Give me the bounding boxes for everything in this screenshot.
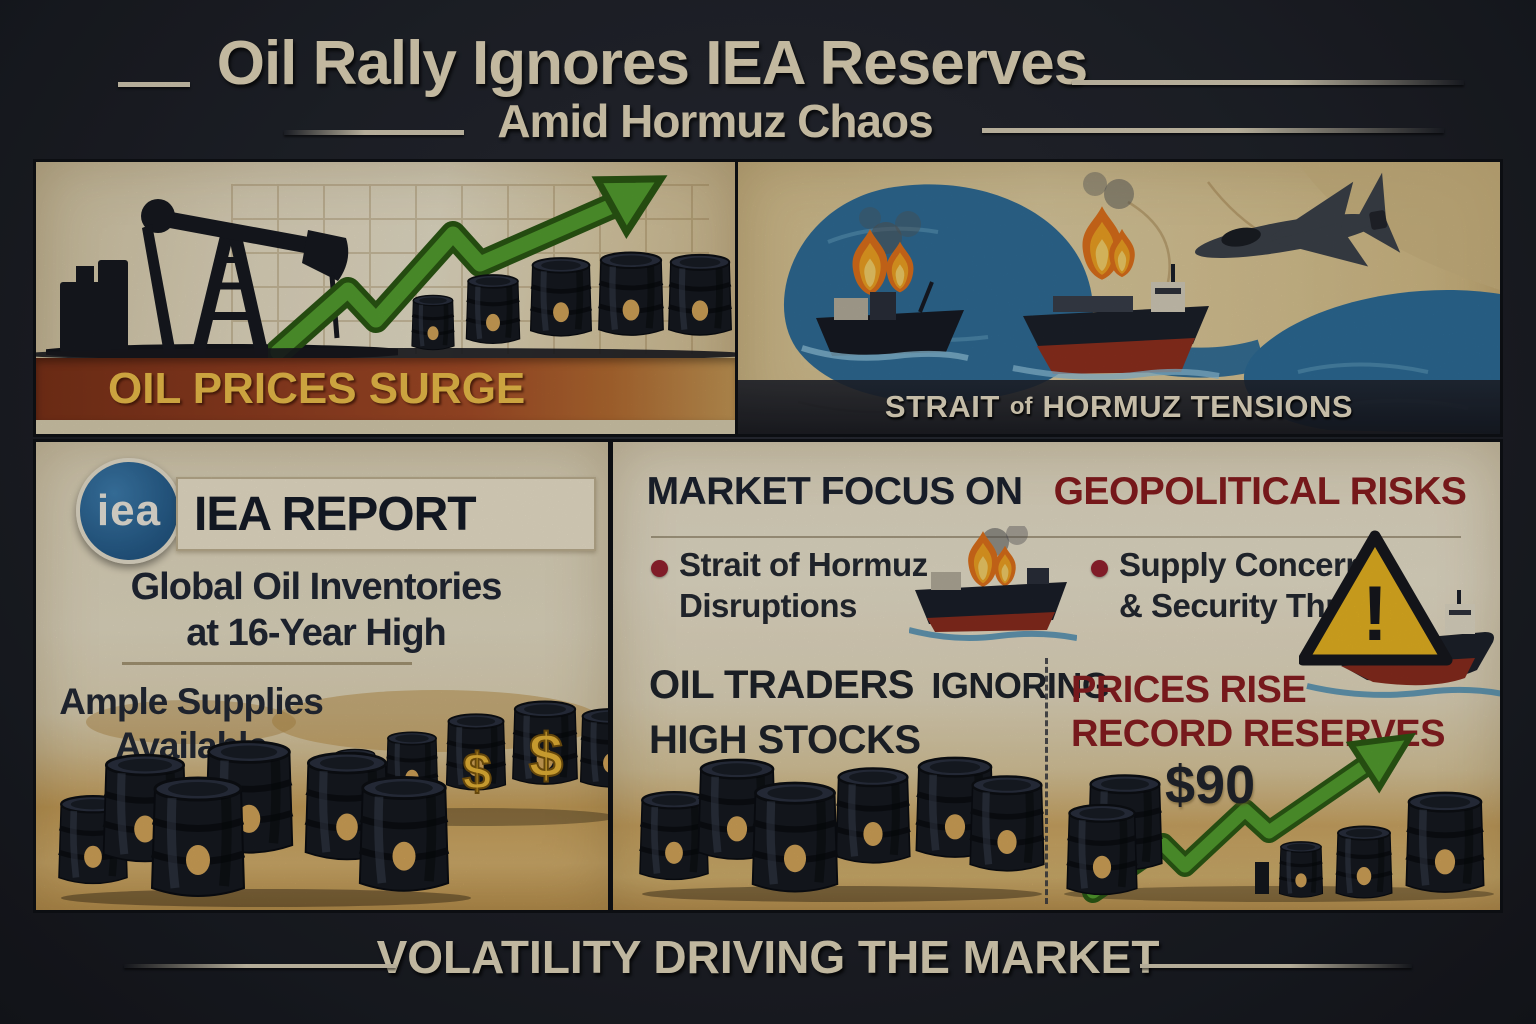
- oil-barrel-icon: [581, 709, 608, 787]
- prices-heading-line1: PRICES RISE: [1071, 669, 1307, 711]
- oil-barrel-icon: [599, 253, 663, 336]
- iea-report-heading: IEA REPORT: [194, 487, 477, 541]
- oil-barrel-icon: [412, 295, 454, 349]
- barrel-cluster: [637, 738, 1047, 902]
- barrel-cluster: [56, 730, 471, 907]
- burning-ship-icon: [909, 526, 1077, 641]
- iea-logo-text: iea: [96, 486, 162, 535]
- hormuz-tensions-banner: STRAIT of HORMUZ TENSIONS: [738, 380, 1500, 434]
- footer-rule-left: [124, 964, 396, 968]
- footer-rule-right: [1140, 964, 1412, 968]
- oil-barrel-icon: [669, 255, 732, 335]
- oil-barrel-icon: [836, 768, 910, 862]
- map-water-gulf: [783, 184, 1093, 403]
- banner-word-of: of: [1009, 393, 1033, 420]
- oil-barrel-icon: [1406, 793, 1483, 892]
- banner-word-strait: STRAIT: [884, 389, 1000, 424]
- oil-barrel-icon: [152, 778, 244, 896]
- oil-barrel-icon: [1067, 805, 1137, 894]
- oil-barrel-icon: [360, 777, 448, 890]
- oil-barrel-icon: [640, 792, 708, 879]
- oil-barrel-icon: [970, 776, 1044, 870]
- barrel-post: [1255, 862, 1269, 894]
- oil-barrel-icon: [1336, 826, 1392, 898]
- oil-barrel-icon: [753, 783, 838, 892]
- panel-oil-prices-surge: OIL PRICES SURGE: [36, 162, 738, 434]
- main-title-line2: Amid Hormuz Chaos: [497, 95, 933, 147]
- oil-barrel-icon: [531, 258, 592, 336]
- inventories-line1: Global Oil Inventories: [130, 566, 503, 608]
- panel-market-focus: MARKET FOCUS ON GEOPOLITICAL RISKS Strai…: [613, 442, 1500, 910]
- warning-mark: !: [1362, 569, 1388, 657]
- market-focus-heading-red: GEOPOLITICAL RISKS: [1053, 470, 1467, 513]
- panel-iea-report: iea IEA REPORT Global Oil Inventories at…: [36, 442, 608, 910]
- bullet-dot-icon: [651, 560, 668, 577]
- oil-barrel-icon: [1279, 842, 1322, 897]
- bullet-strait-disruptions: Strait of Hormuz Disruptions: [679, 544, 928, 626]
- footer-banner: VOLATILITY DRIVING THE MARKET: [376, 931, 1160, 983]
- iea-logo: iea: [76, 458, 182, 564]
- iea-report-banner: IEA REPORT: [176, 477, 596, 551]
- title-rule-left-1: [118, 82, 190, 87]
- main-title-line1: Oil Rally Ignores IEA Reserves: [216, 29, 1089, 98]
- title-rule-right-2: [982, 128, 1444, 133]
- oil-prices-surge-banner: OIL PRICES SURGE: [36, 358, 738, 420]
- oil-barrel-icon: [466, 275, 519, 343]
- price-value: $90: [1165, 755, 1256, 815]
- dashed-divider: [1045, 658, 1048, 904]
- title-rule-left-2: [284, 130, 464, 135]
- banner-word-rest: HORMUZ TENSIONS: [1042, 389, 1354, 424]
- market-focus-heading: MARKET FOCUS ON GEOPOLITICAL RISKS: [613, 470, 1500, 514]
- market-focus-heading-dark: MARKET FOCUS ON: [646, 470, 1024, 513]
- dollar-icon: $: [529, 722, 563, 791]
- ample-line1: Ample Supplies: [59, 681, 324, 722]
- title-rule-right-1: [1072, 80, 1464, 85]
- prices-rise-scene: [1059, 732, 1494, 903]
- traders-heading-strong: OIL TRADERS: [649, 663, 914, 707]
- bullet-dot-icon: [1091, 560, 1108, 577]
- oil-barrel-row: [404, 228, 738, 360]
- warning-triangle-icon: !: [1299, 530, 1453, 666]
- banner-underline-strip: [36, 420, 738, 434]
- panel-hormuz-map: STRAIT of HORMUZ TENSIONS: [738, 162, 1500, 434]
- bullet1-line2: Disruptions: [679, 587, 857, 624]
- oil-prices-surge-label: OIL PRICES SURGE: [108, 364, 526, 413]
- bullet1-line1: Strait of Hormuz: [679, 546, 928, 583]
